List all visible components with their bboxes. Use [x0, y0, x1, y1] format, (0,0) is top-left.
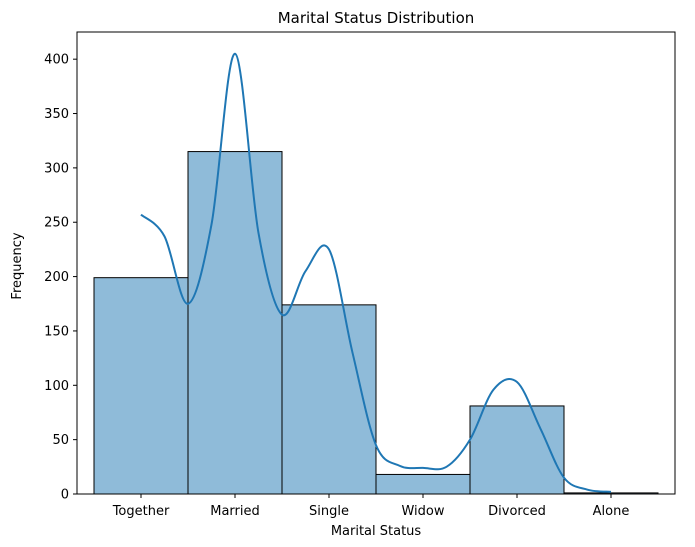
- x-tick-label: Alone: [593, 504, 630, 519]
- x-tick-label: Single: [309, 504, 349, 519]
- bars: [93, 151, 659, 495]
- y-tick-label: 200: [44, 270, 69, 285]
- x-tick-label: Widow: [401, 504, 444, 519]
- y-axis: 0 50 100 150 200 250 300 350 400: [44, 53, 77, 503]
- x-axis-label: Marital Status: [331, 524, 422, 539]
- y-tick-label: 350: [44, 107, 69, 122]
- bar-widow: [375, 473, 471, 495]
- bar-together: [93, 277, 189, 495]
- y-tick-label: 250: [44, 216, 69, 231]
- y-axis-label: Frequency: [10, 232, 25, 299]
- y-tick-label: 400: [44, 53, 69, 68]
- x-tick-label: Divorced: [488, 504, 546, 519]
- x-axis: Together Married Single Widow Divorced Alone: [112, 494, 630, 519]
- bar-single: [281, 304, 377, 495]
- kde-curve: [140, 52, 612, 493]
- chart-title: Marital Status Distribution: [278, 9, 475, 27]
- plot-frame: [76, 31, 676, 495]
- x-tick-label: Together: [112, 504, 170, 519]
- y-tick-label: 100: [44, 379, 69, 394]
- y-tick-label: 50: [52, 433, 69, 448]
- bar-married: [187, 151, 283, 495]
- kde-curve-group: [140, 52, 612, 493]
- y-tick-label: 300: [44, 161, 69, 176]
- y-tick-label: 0: [61, 488, 69, 503]
- x-tick-label: Married: [210, 504, 260, 519]
- bar-divorced: [469, 405, 565, 495]
- y-tick-label: 150: [44, 324, 69, 339]
